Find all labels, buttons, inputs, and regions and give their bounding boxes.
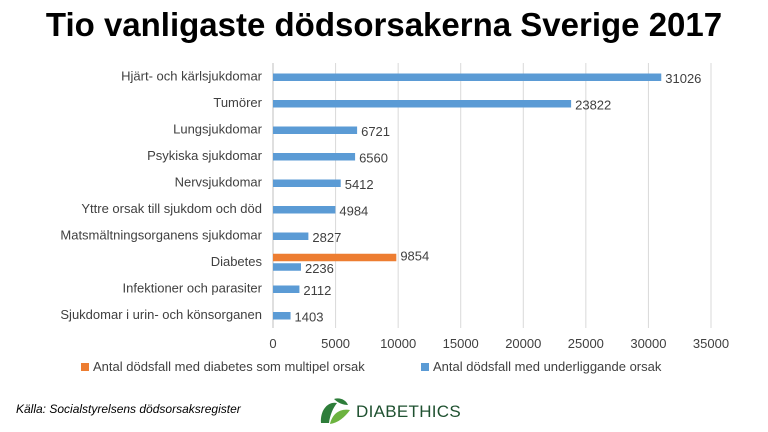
data-label: 31026	[665, 71, 701, 86]
category-label: Psykiska sjukdomar	[147, 148, 263, 163]
leaf-logo-icon	[320, 398, 350, 424]
data-label: 2236	[305, 261, 334, 276]
category-label: Yttre orsak till sjukdom och död	[81, 201, 262, 216]
chart-title: Tio vanligaste dödsorsakerna Sverige 201…	[45, 6, 723, 43]
x-tick-label: 5000	[321, 336, 350, 351]
data-label: 1403	[295, 310, 324, 325]
bar-underliggande	[273, 73, 662, 81]
data-label: 2827	[312, 230, 341, 245]
category-label: Hjärt- och kärlsjukdomar	[121, 68, 263, 83]
bar-underliggande	[273, 206, 336, 214]
x-tick-label: 25000	[568, 336, 604, 351]
logo-text: DIABETHICS	[356, 402, 462, 421]
x-tick-label: 30000	[630, 336, 666, 351]
x-tick-label: 10000	[380, 336, 416, 351]
bar-diabetes-multipel	[273, 253, 397, 262]
data-label: 5412	[345, 177, 374, 192]
legend-label: Antal dödsfall med diabetes som multipel…	[93, 359, 365, 374]
category-label: Infektioner och parasiter	[123, 280, 263, 295]
x-tick-label: 20000	[505, 336, 541, 351]
data-label: 4984	[339, 204, 368, 219]
data-label: 6560	[359, 151, 388, 166]
bar-underliggande	[273, 312, 291, 320]
diabethics-logo: DIABETHICS	[318, 394, 461, 430]
bar-underliggande	[273, 263, 301, 271]
legend-swatch-blue	[421, 363, 429, 371]
category-label: Lungsjukdomar	[173, 121, 263, 136]
legend-label: Antal dödsfall med underliggande orsak	[433, 359, 662, 374]
category-label: Tumörer	[213, 95, 262, 110]
data-label: 6721	[361, 124, 390, 139]
data-label: 9854	[400, 248, 429, 263]
bar-underliggande	[273, 153, 356, 161]
x-tick-label: 0	[269, 336, 276, 351]
data-label: 23822	[575, 98, 611, 113]
category-label: Nervsjukdomar	[175, 174, 263, 189]
category-label: Sjukdomar i urin- och könsorganen	[60, 307, 262, 322]
category-label: Matsmältningsorganens sjukdomar	[60, 227, 262, 242]
bar-underliggande	[273, 100, 572, 108]
bar-underliggande	[273, 179, 341, 187]
data-label: 2112	[303, 283, 331, 298]
x-tick-label: 35000	[693, 336, 729, 351]
source-note: Källa: Socialstyrelsens dödsorsaksregist…	[16, 402, 241, 416]
bar-underliggande	[273, 232, 309, 240]
legend-swatch-orange	[81, 363, 89, 371]
bar-underliggande	[273, 126, 358, 134]
bar-underliggande	[273, 285, 300, 293]
category-label: Diabetes	[211, 254, 263, 269]
x-tick-label: 15000	[443, 336, 479, 351]
